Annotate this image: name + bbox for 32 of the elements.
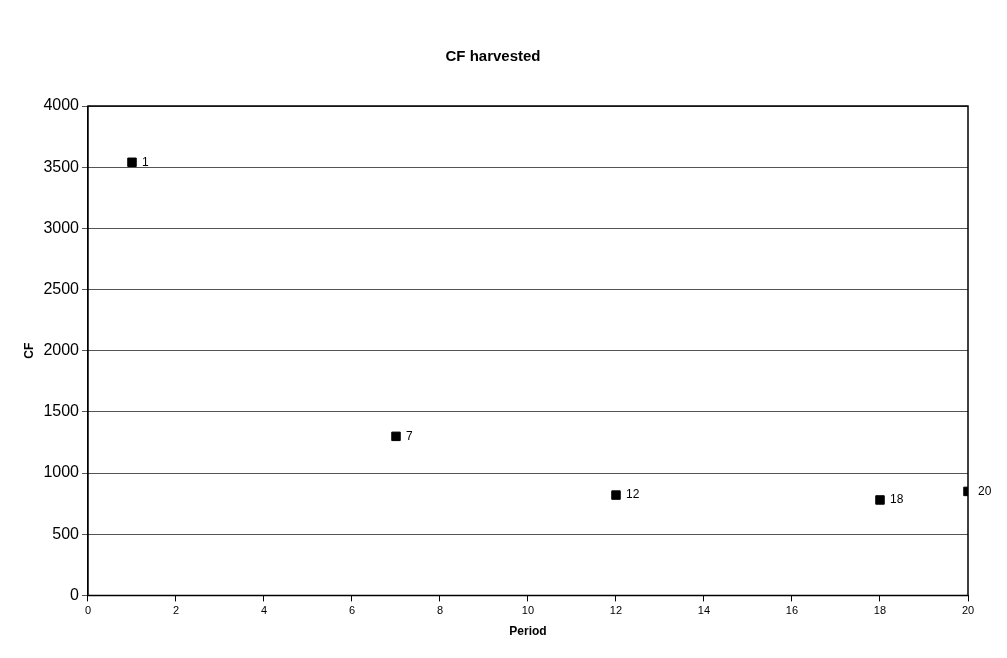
- y-tick-label: 1000: [43, 463, 80, 481]
- point: [127, 157, 137, 168]
- x-tick-label: 2: [172, 604, 180, 617]
- y-tick-label: 3000: [43, 218, 80, 236]
- annotation: 18: [890, 492, 904, 507]
- x-tick-label: 8: [436, 604, 444, 617]
- x-tick-label: 4: [260, 604, 268, 617]
- y-tick-label: 2500: [43, 279, 80, 297]
- y-tick-label: 3500: [43, 157, 80, 175]
- point: [875, 495, 885, 505]
- annotation: 7: [406, 428, 413, 443]
- y-tick-label: 500: [52, 524, 80, 542]
- x-tick-label: 16: [785, 604, 799, 617]
- x-tick-label: 18: [873, 604, 887, 617]
- y-tick-label: 4000: [43, 96, 80, 114]
- point: [611, 490, 621, 500]
- y-tick-label: 1500: [43, 402, 80, 420]
- x-axis-title: Period: [509, 624, 547, 639]
- y-tick-label: 2000: [43, 341, 80, 359]
- annotation: 1: [141, 154, 149, 169]
- x-tick-label: 6: [348, 604, 356, 617]
- y-axis-title: CF: [21, 342, 36, 359]
- annotation: 20: [978, 483, 992, 498]
- y-tick-label: 0: [70, 585, 80, 603]
- x-tick-label: 12: [609, 604, 623, 617]
- x-tick-label: 0: [84, 604, 92, 617]
- annotation: 12: [626, 487, 640, 502]
- chart-title: CF harvested: [445, 47, 541, 65]
- point: [391, 431, 401, 442]
- x-tick-label: 14: [697, 604, 711, 617]
- x-tick-label: 20: [961, 604, 975, 617]
- x-tick-label: 10: [521, 604, 535, 617]
